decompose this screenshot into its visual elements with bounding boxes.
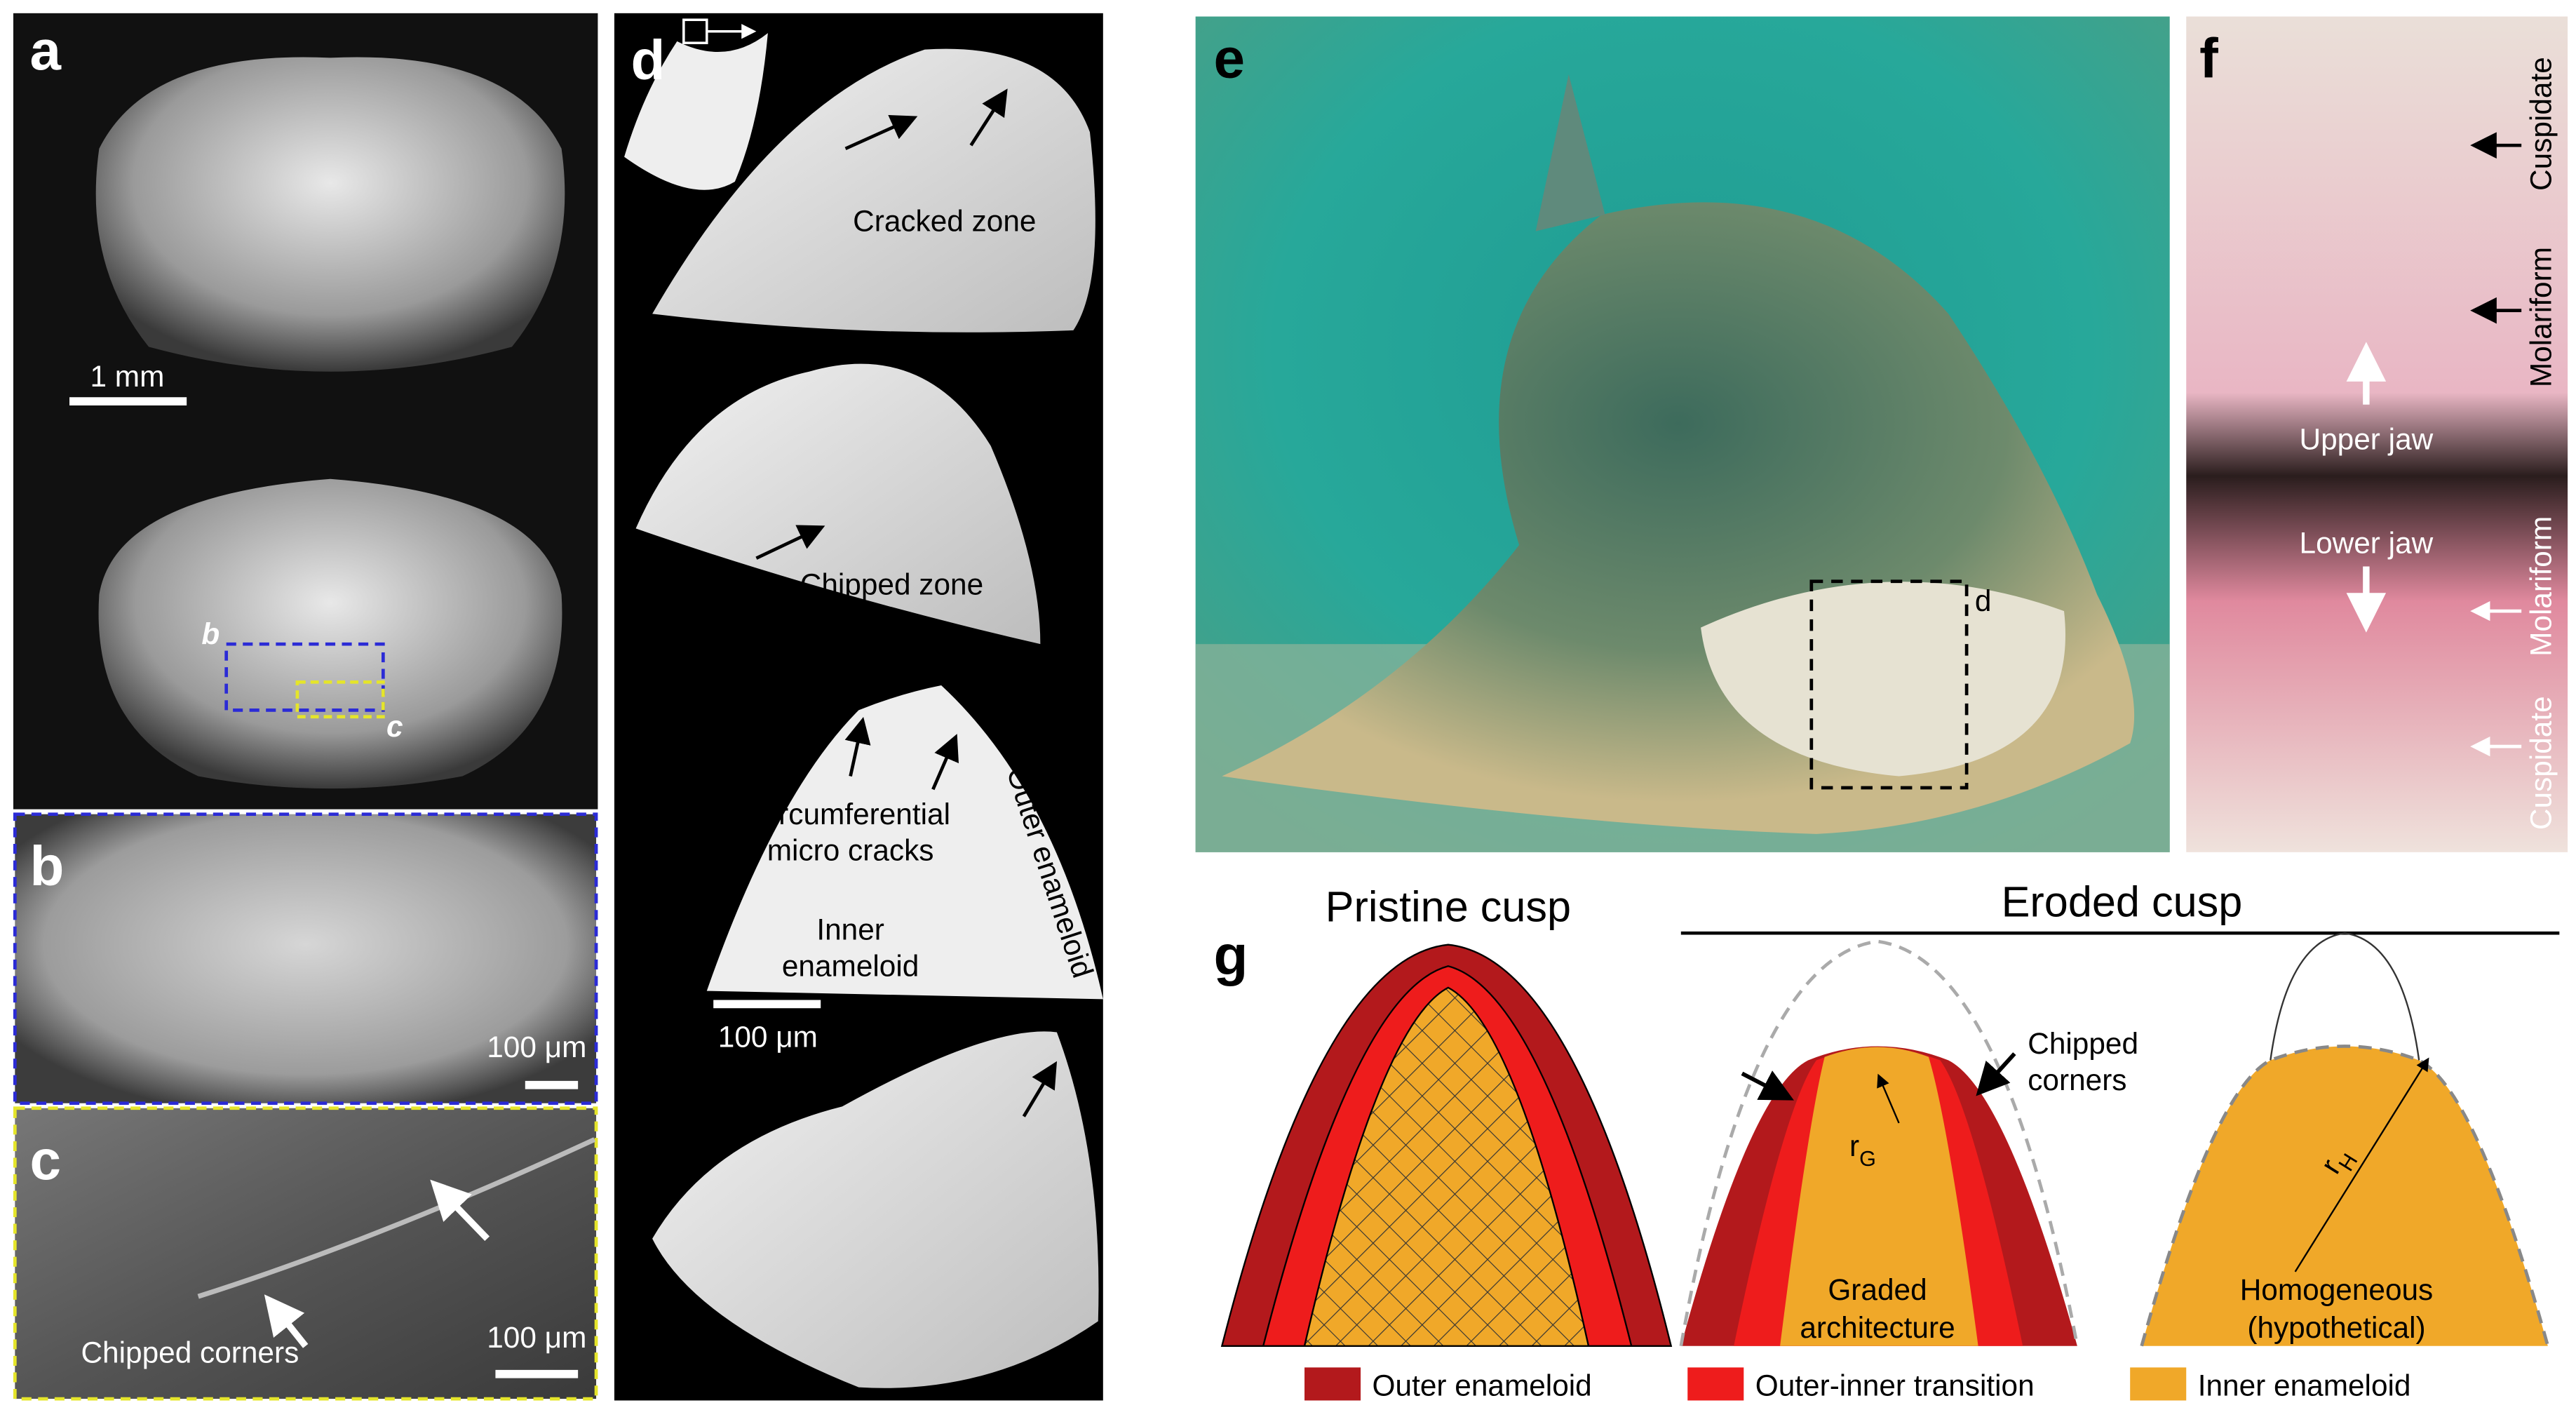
- tooth-bottom-d: [652, 1031, 1099, 1388]
- radius-label: rG: [1849, 1129, 1876, 1171]
- annotation: Molariform: [2525, 247, 2558, 387]
- tooth-top: [95, 57, 565, 372]
- arrow: [755, 525, 825, 560]
- scale-bar-label: 1 mm: [90, 360, 164, 393]
- legend-swatch: [2130, 1367, 2187, 1401]
- annotation: Homogeneous: [2240, 1273, 2434, 1306]
- annotation: Chipped: [2028, 1027, 2138, 1060]
- annotation: enameloid: [782, 949, 919, 982]
- panel-label: f: [2199, 27, 2218, 90]
- arrow: [844, 716, 871, 777]
- inner-enameloid: [1780, 1047, 1978, 1346]
- inset-b-box: [224, 642, 385, 712]
- inset-c-box: [295, 680, 385, 719]
- annotation: micro cracks: [767, 834, 934, 867]
- subpanel-title: Eroded cusp: [2002, 878, 2243, 926]
- inset-box: [1809, 579, 1969, 790]
- annotation: Inner: [816, 913, 884, 946]
- chipped-edge: [197, 1137, 596, 1299]
- arrow: [969, 88, 1008, 147]
- annotation: architecture: [1800, 1311, 1955, 1344]
- annotation: Cuspidate: [2525, 57, 2558, 191]
- annotation: Circumferential: [750, 798, 950, 831]
- annotation: Chipped corners: [81, 1336, 299, 1369]
- annotation: Graded: [1828, 1273, 1927, 1306]
- original-outline: [1679, 939, 2079, 1347]
- arrow: [844, 114, 918, 151]
- inset-label: d: [1975, 584, 1992, 617]
- annotation: Cuspidate: [2525, 696, 2558, 830]
- tooth-inset: [624, 33, 768, 190]
- annotation: Lower jaw: [2300, 527, 2434, 560]
- mouth: [1701, 582, 2065, 777]
- outline: [2140, 1045, 2550, 1347]
- annotation: Upper jaw: [2300, 422, 2434, 455]
- panel-label: g: [1214, 924, 1248, 986]
- annotation: corners: [2028, 1063, 2126, 1096]
- scale-bar-label: 100 μm: [718, 1021, 818, 1054]
- panel-label: b: [30, 835, 65, 897]
- tooth-chipped: [635, 363, 1041, 645]
- panel-b: [13, 812, 598, 1106]
- original-outline: [2270, 932, 2420, 1061]
- panel-label: c: [30, 1129, 62, 1191]
- radius-base: r: [1849, 1129, 1859, 1162]
- arrow: [1022, 1061, 1058, 1117]
- legend-label: Inner enameloid: [2198, 1369, 2411, 1402]
- tooth-cracked: [652, 48, 1095, 333]
- scale-bar-label: 100 μm: [487, 1030, 586, 1063]
- subpanel-title: Pristine cusp: [1326, 883, 1571, 931]
- inset-label: c: [386, 710, 403, 743]
- legend-swatch: [1304, 1367, 1361, 1401]
- annotation: Cracked zone: [853, 205, 1036, 238]
- panel-label: d: [630, 29, 665, 91]
- legend-swatch: [1687, 1367, 1744, 1401]
- arrow: [264, 1294, 309, 1348]
- annotation: Molariform: [2525, 516, 2558, 657]
- legend-label: Outer-inner transition: [1755, 1369, 2035, 1402]
- arrow: [1976, 1052, 2016, 1096]
- radius: [1877, 1073, 1900, 1124]
- tooth-section: [706, 685, 1103, 1000]
- inner-enameloid: [2141, 1046, 2548, 1346]
- scale-bar-label: 100 μm: [487, 1321, 586, 1354]
- arrow: [430, 1179, 490, 1242]
- inset-label: b: [201, 617, 220, 650]
- inner-enameloid: [1303, 986, 1590, 1347]
- legend-label: Outer enameloid: [1373, 1369, 1592, 1402]
- annotation: (hypothetical): [2247, 1311, 2425, 1344]
- radius-sub: G: [1859, 1147, 1876, 1171]
- panel-c: [13, 1106, 598, 1401]
- annotation: Chipped zone: [800, 568, 983, 601]
- panel-label: e: [1214, 27, 1246, 90]
- tooth-bottom: [98, 478, 562, 789]
- panel-label: a: [30, 19, 62, 81]
- arrow: [931, 734, 959, 791]
- fin: [1535, 74, 1605, 231]
- panel-f-photo: [2186, 16, 2568, 852]
- arrow: [1741, 1070, 1794, 1101]
- radius: [2294, 1057, 2429, 1272]
